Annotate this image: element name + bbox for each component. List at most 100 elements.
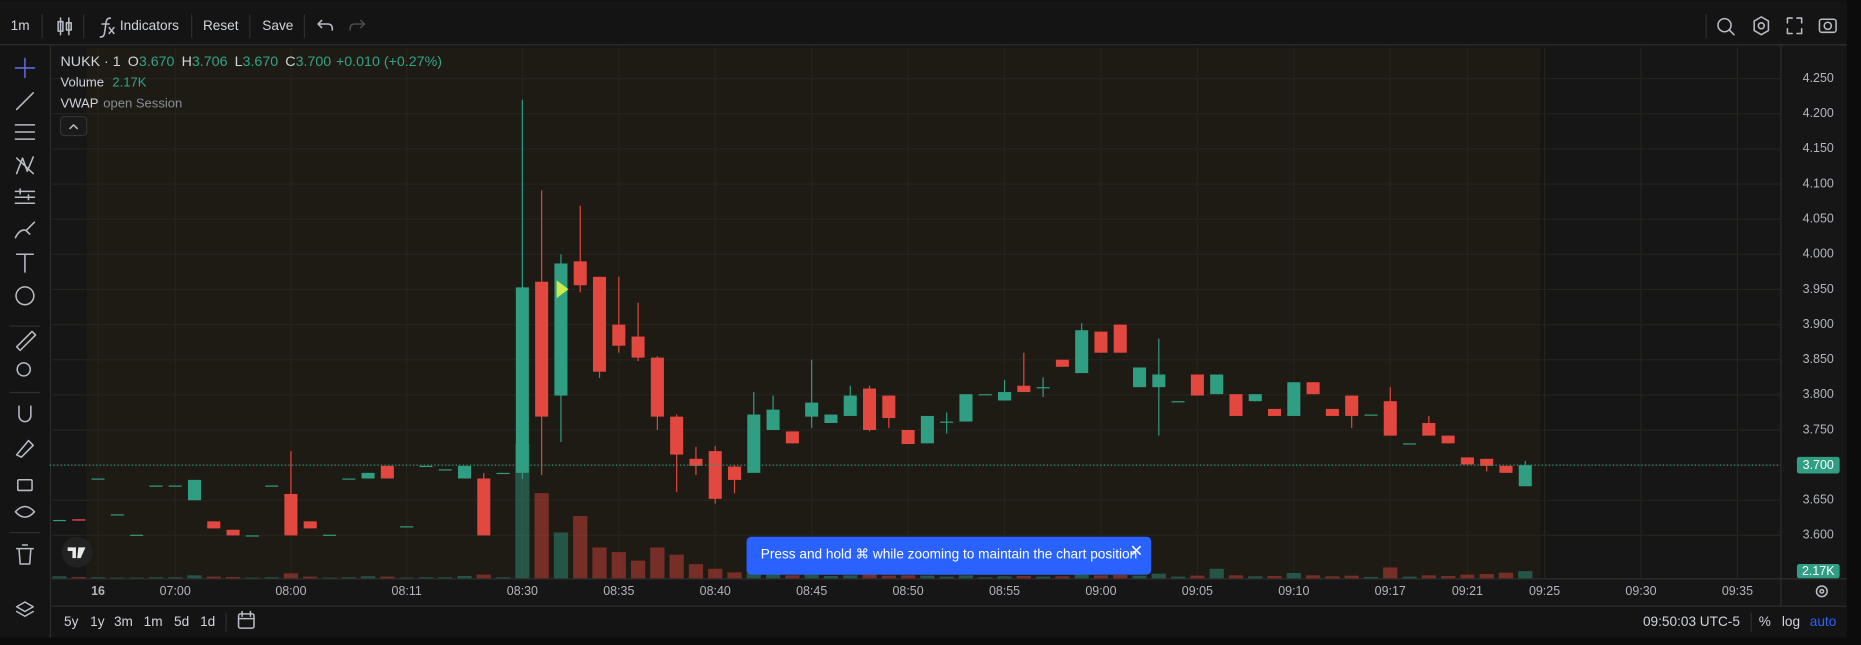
candle-body <box>110 514 124 516</box>
legend-volume: Volume 2.17K <box>61 75 147 90</box>
close-notice-button[interactable] <box>1131 545 1142 556</box>
range-button[interactable]: 5d <box>174 614 189 629</box>
volume-bar <box>322 577 337 579</box>
volume-bar <box>997 576 1012 579</box>
signal-marker[interactable] <box>574 268 587 282</box>
candle-body <box>959 394 973 422</box>
lock-drawing-tool[interactable] <box>15 439 35 458</box>
text-tool[interactable] <box>15 253 35 273</box>
signal-marker[interactable] <box>556 280 569 299</box>
y-tick-label: 4.200 <box>1803 106 1834 120</box>
candle-body <box>998 392 1012 401</box>
volume-bar <box>1170 576 1186 579</box>
candle-body <box>245 535 259 537</box>
volume-bar <box>939 576 954 579</box>
chart-type-icon[interactable] <box>57 17 72 36</box>
candle-body <box>1094 331 1108 353</box>
range-button[interactable]: 5y <box>64 614 79 629</box>
brush-tool[interactable] <box>14 221 36 239</box>
icon-stroke <box>65 22 72 31</box>
visibility-tool[interactable] <box>14 505 36 518</box>
save-button[interactable]: Save <box>262 18 293 33</box>
volume-bar <box>1035 576 1051 579</box>
goto-date-button[interactable] <box>237 610 255 629</box>
candle-body <box>1499 465 1513 473</box>
undo-button[interactable] <box>317 19 334 31</box>
volume-bar <box>225 576 241 579</box>
percent-toggle[interactable]: % <box>1759 614 1771 629</box>
candle-body <box>419 465 433 468</box>
candle-body <box>1210 374 1224 395</box>
zoom-tool[interactable] <box>16 362 32 377</box>
indicators-button[interactable]: Indicators <box>120 18 179 33</box>
icon-stroke <box>237 610 255 620</box>
candle-body <box>284 493 298 536</box>
time-axis-settings[interactable] <box>1815 585 1828 598</box>
trendline-tool[interactable] <box>15 92 35 111</box>
x-tick-label: 08:00 <box>275 584 306 598</box>
volume-bar <box>418 577 434 579</box>
range-button[interactable]: 1m <box>144 614 163 629</box>
volume-bar <box>1248 576 1263 579</box>
bottom-bar <box>51 606 1847 638</box>
volume-bar <box>534 493 549 579</box>
collapse-icon <box>69 124 78 130</box>
candle-body <box>1229 394 1243 416</box>
ohlc-letter: C <box>285 54 295 70</box>
x-tick-label: 09:25 <box>1529 584 1560 598</box>
candle-body <box>824 414 838 423</box>
volume-bar <box>746 573 761 579</box>
ruler-tool[interactable] <box>15 330 37 352</box>
lock-tool[interactable] <box>17 478 33 492</box>
crosshair-tool[interactable] <box>14 57 36 79</box>
candle-body <box>496 472 510 475</box>
volume-bar <box>1498 572 1514 579</box>
fullscreen-icon[interactable] <box>1786 17 1803 35</box>
log-toggle[interactable]: log <box>1782 614 1800 629</box>
icon-stroke <box>237 613 255 629</box>
volume-name[interactable]: Volume <box>61 75 105 90</box>
volume-bar <box>148 577 164 579</box>
x-tick-label: 09:21 <box>1452 584 1483 598</box>
range-button[interactable]: 1d <box>200 614 215 629</box>
collapse-legend-button[interactable] <box>59 115 88 137</box>
symbol[interactable]: NUKK · 1 <box>61 54 121 70</box>
volume-bar <box>90 577 106 579</box>
range-button[interactable]: 1y <box>90 614 105 629</box>
quick-search-icon[interactable] <box>1717 17 1735 36</box>
ohlc-value: 3.700 <box>296 54 332 70</box>
emoji-tool[interactable] <box>15 286 35 306</box>
x-tick-label: 09:30 <box>1625 584 1656 598</box>
candle-body <box>708 451 722 499</box>
volume-bar <box>727 572 742 579</box>
range-button[interactable]: 3m <box>114 614 133 629</box>
volume-bar <box>553 532 569 579</box>
x-tick-label: 09:35 <box>1722 584 1753 598</box>
magnet-tool[interactable] <box>18 405 32 423</box>
settings-icon[interactable] <box>1753 16 1770 36</box>
vwap-name[interactable]: VWAP <box>61 96 99 111</box>
fib-tool[interactable] <box>14 124 36 140</box>
reset-button[interactable]: Reset <box>203 18 239 33</box>
indicators-icon[interactable] <box>99 17 115 38</box>
volume-bar <box>1228 575 1244 579</box>
delete-tool[interactable] <box>15 544 35 565</box>
session-highlight <box>86 47 1541 579</box>
candle-body <box>670 416 684 455</box>
y-tick-label: 3.600 <box>1803 528 1834 542</box>
candle-body <box>535 281 549 417</box>
pattern-tool[interactable] <box>15 156 35 175</box>
interval-button[interactable]: 1m <box>11 18 30 33</box>
ohlc-letter: L <box>235 54 243 70</box>
screenshot-icon[interactable] <box>1818 18 1837 34</box>
volume-bar <box>1479 574 1494 579</box>
volume-bar <box>303 576 318 579</box>
volume-bar <box>1055 576 1070 579</box>
volume-bar <box>573 516 588 579</box>
layers-tool[interactable] <box>15 601 35 618</box>
volume-bar <box>1093 575 1109 579</box>
candle-body <box>226 529 240 536</box>
logo[interactable] <box>61 536 93 568</box>
auto-toggle[interactable]: auto <box>1810 614 1837 629</box>
forecast-tool[interactable] <box>14 188 36 204</box>
